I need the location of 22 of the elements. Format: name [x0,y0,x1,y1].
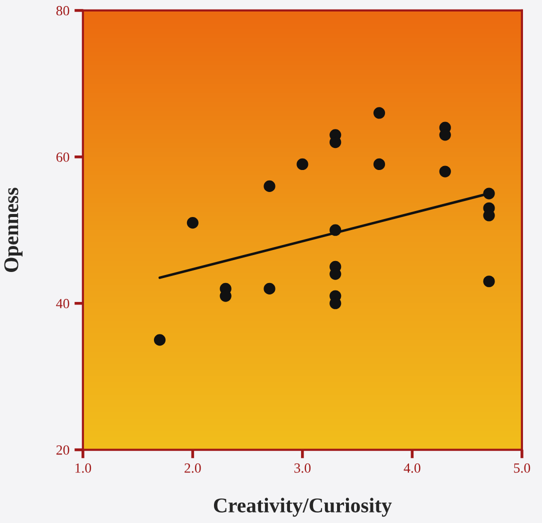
point [373,107,386,119]
point [483,276,495,288]
y-tick-label: 40 [56,298,70,308]
point [296,158,308,170]
point [373,158,386,170]
y-axis-title: Openness [4,188,23,272]
point [264,180,276,192]
point [439,166,451,178]
x-tick-label: 2.0 [184,463,201,473]
point [186,216,198,229]
x-tick-label: 3.0 [294,463,311,473]
point [264,282,276,295]
x-tick-label: 4.0 [404,463,420,473]
x-tick-label: 5.0 [514,463,530,473]
x-tick-label: 1.0 [75,463,92,473]
y-tick-label: 60 [56,152,70,162]
point [330,224,342,236]
point [483,188,495,200]
y-tick-label: 80 [56,6,70,16]
y-tick-label: 20 [56,445,70,455]
point [154,334,166,346]
x-axis-title: Creativity/Curiosity [214,498,392,517]
